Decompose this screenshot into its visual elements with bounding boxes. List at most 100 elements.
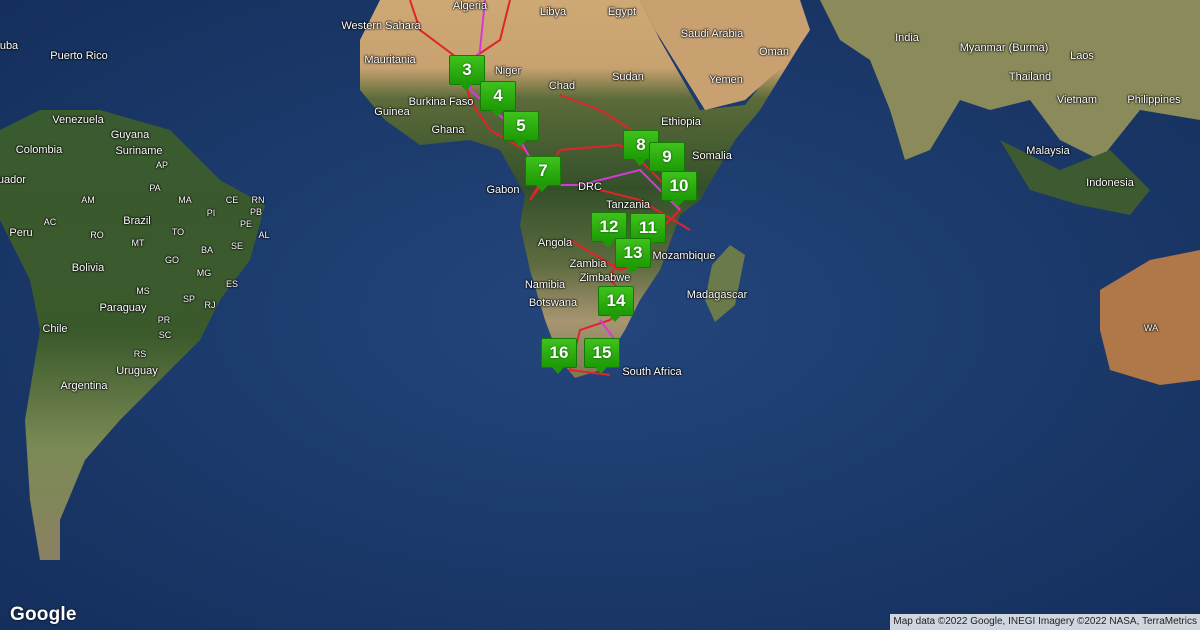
map-label: RN — [251, 195, 265, 205]
map-label: PR — [157, 315, 171, 325]
marker-pointer-icon — [551, 366, 565, 374]
map-label: SE — [230, 241, 244, 251]
route-marker-3[interactable]: 3 — [449, 55, 485, 91]
map-label: South Africa — [622, 366, 682, 378]
map-label: ES — [225, 279, 239, 289]
route-marker-9[interactable]: 9 — [649, 142, 685, 178]
map-label: Thailand — [1008, 71, 1052, 83]
marker-pointer-icon — [535, 184, 549, 192]
map-label: Peru — [9, 227, 33, 239]
map-label: Chad — [548, 80, 576, 92]
map-label: RO — [90, 230, 104, 240]
map-label: Brazil — [123, 215, 151, 227]
map-label: Venezuela — [52, 114, 104, 126]
land-madagascar — [705, 245, 745, 322]
map-label: Paraguay — [99, 302, 147, 314]
map-label: Sudan — [612, 71, 644, 83]
map-label: Colombia — [15, 144, 63, 156]
route-marker-5[interactable]: 5 — [503, 111, 539, 147]
route-marker-7[interactable]: 7 — [525, 156, 561, 192]
map-label: Malaysia — [1026, 145, 1070, 157]
marker-number: 16 — [541, 338, 577, 368]
map-label: SP — [182, 294, 196, 304]
map-label: AP — [155, 160, 169, 170]
map-label: MA — [178, 195, 192, 205]
map-label: Tanzania — [605, 199, 651, 211]
map-label: Western Sahara — [341, 20, 421, 32]
route-marker-4[interactable]: 4 — [480, 81, 516, 117]
map-label: Vietnam — [1056, 94, 1098, 106]
map-label: uador — [0, 174, 27, 186]
map-label: Indonesia — [1086, 177, 1134, 189]
route-marker-15[interactable]: 15 — [584, 338, 620, 374]
marker-number: 12 — [591, 212, 627, 242]
map-label: WA — [1143, 323, 1159, 333]
map-label: AL — [258, 230, 270, 240]
map-label: PA — [149, 183, 161, 193]
map-label: Angola — [537, 237, 573, 249]
marker-number: 5 — [503, 111, 539, 141]
marker-pointer-icon — [633, 158, 647, 166]
route-marker-16[interactable]: 16 — [541, 338, 577, 374]
map-label: Yemen — [709, 74, 743, 86]
map-label: PB — [249, 207, 263, 217]
map-label: CE — [225, 195, 239, 205]
route-marker-12[interactable]: 12 — [591, 212, 627, 248]
map-label: uba — [0, 40, 19, 52]
map-attribution[interactable]: Map data ©2022 Google, INEGI Imagery ©20… — [890, 614, 1200, 630]
map-label: Saudi Arabia — [680, 28, 744, 40]
map-label: MS — [136, 286, 150, 296]
map-label: Gabon — [486, 184, 520, 196]
map-label: GO — [164, 255, 180, 265]
map-label: Namibia — [524, 279, 566, 291]
marker-pointer-icon — [490, 109, 504, 117]
map-label: Somalia — [692, 150, 732, 162]
map-label: Botswana — [528, 297, 578, 309]
route-marker-10[interactable]: 10 — [661, 171, 697, 207]
map-label: TO — [171, 227, 185, 237]
route-marker-13[interactable]: 13 — [615, 238, 651, 274]
marker-number: 14 — [598, 286, 634, 316]
marker-pointer-icon — [594, 366, 608, 374]
google-logo: Google — [10, 604, 77, 625]
map-label: Mozambique — [652, 250, 716, 262]
land-indonesia — [1000, 140, 1150, 215]
map-label: Puerto Rico — [50, 50, 108, 62]
map-label: SC — [158, 330, 172, 340]
marker-pointer-icon — [625, 266, 639, 274]
map-label: RJ — [204, 300, 216, 310]
map-label: Niger — [494, 65, 522, 77]
map-label: Uruguay — [116, 365, 158, 377]
land-south-america — [0, 110, 265, 560]
map-label: Laos — [1070, 50, 1094, 62]
marker-number: 7 — [525, 156, 561, 186]
marker-number: 13 — [615, 238, 651, 268]
map-label: Ghana — [431, 124, 465, 136]
map-label: Madagascar — [686, 289, 748, 301]
map-label: India — [895, 32, 919, 44]
map-label: MG — [196, 268, 212, 278]
map-label: Oman — [759, 46, 789, 58]
map-label: PE — [239, 219, 253, 229]
map-label: Zimbabwe — [579, 272, 631, 284]
map-label: MT — [131, 238, 145, 248]
map-label: Libya — [539, 6, 567, 18]
map-label: Argentina — [60, 380, 108, 392]
map-label: AC — [43, 217, 57, 227]
map-label: Philippines — [1127, 94, 1181, 106]
map-label: Chile — [42, 323, 68, 335]
marker-pointer-icon — [608, 314, 622, 322]
map-label: Suriname — [115, 145, 163, 157]
map-label: AM — [81, 195, 95, 205]
marker-pointer-icon — [513, 139, 527, 147]
map-label: RS — [133, 349, 147, 359]
marker-number: 9 — [649, 142, 685, 172]
marker-number: 3 — [449, 55, 485, 85]
marker-pointer-icon — [459, 83, 473, 91]
land-africa — [360, 0, 800, 378]
route-marker-14[interactable]: 14 — [598, 286, 634, 322]
marker-number: 15 — [584, 338, 620, 368]
land-australia — [1100, 250, 1200, 385]
map-label: BA — [200, 245, 214, 255]
